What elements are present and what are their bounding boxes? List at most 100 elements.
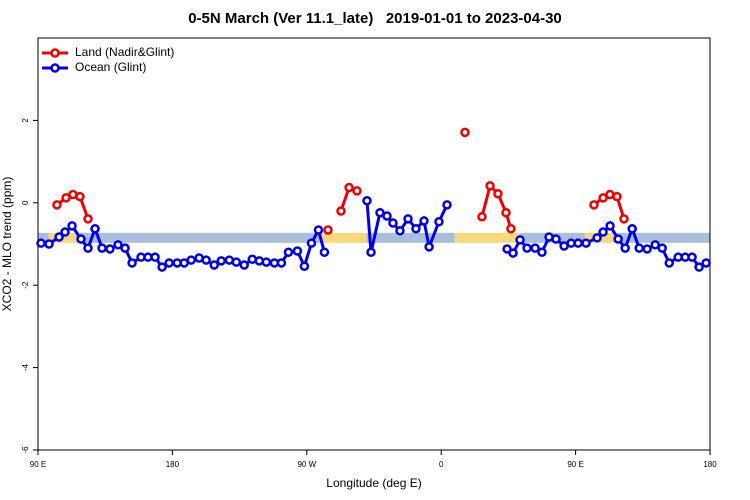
- data-point: [701, 258, 711, 268]
- data-point: [261, 257, 272, 267]
- data-point: [313, 225, 324, 235]
- y-tick-label: 2: [21, 118, 30, 123]
- data-point: [605, 221, 615, 231]
- data-point: [75, 191, 85, 202]
- data-point: [485, 181, 495, 191]
- data-point: [306, 238, 317, 248]
- data-point: [634, 243, 644, 253]
- land-ocean-band: [320, 232, 367, 243]
- x-tick-label: 90 E: [567, 460, 583, 469]
- data-point: [460, 127, 470, 138]
- data-point: [642, 244, 652, 254]
- data-point: [403, 214, 413, 224]
- data-point: [67, 221, 77, 231]
- data-point: [276, 258, 287, 268]
- data-point: [231, 257, 242, 267]
- x-tick-label: 90 W: [297, 460, 316, 469]
- data-point: [388, 218, 398, 228]
- y-tick-label: -4: [21, 363, 30, 371]
- x-tick-label: 180: [166, 460, 180, 469]
- data-point: [530, 243, 540, 253]
- data-point: [657, 243, 667, 253]
- y-tick-label: -2: [21, 281, 30, 289]
- land-ocean-band: [79, 232, 321, 243]
- data-point: [477, 212, 487, 222]
- y-axis-label: XCO2 - MLO trend (ppm): [0, 177, 14, 312]
- data-point: [336, 206, 346, 216]
- data-point: [120, 243, 130, 253]
- data-point: [619, 214, 629, 224]
- data-point: [83, 243, 93, 253]
- data-point: [105, 244, 115, 254]
- data-point: [694, 262, 704, 272]
- legend-marker: [50, 48, 60, 58]
- data-point: [283, 247, 294, 257]
- data-point: [44, 239, 54, 249]
- data-point: [522, 243, 532, 253]
- data-point: [508, 248, 518, 258]
- data-point: [127, 258, 137, 268]
- data-point: [186, 255, 196, 265]
- data-point: [506, 224, 516, 234]
- data-point: [581, 238, 591, 248]
- data-point: [164, 258, 174, 268]
- land-ocean-band: [454, 232, 521, 243]
- data-point: [366, 247, 376, 257]
- data-point: [502, 244, 512, 254]
- data-point: [515, 235, 525, 245]
- land-ocean-band: [48, 232, 80, 243]
- data-point: [598, 227, 608, 237]
- legend-label: Ocean (Glint): [75, 60, 146, 74]
- data-point: [201, 255, 211, 265]
- data-point: [493, 188, 503, 199]
- data-point: [54, 232, 64, 242]
- data-point: [76, 234, 86, 244]
- y-tick-label: 0: [21, 200, 30, 205]
- data-point: [90, 224, 100, 234]
- data-point: [592, 233, 602, 243]
- data-point: [60, 227, 70, 237]
- data-point: [419, 216, 429, 226]
- data-point: [239, 260, 249, 270]
- data-point: [573, 238, 583, 248]
- x-tick-label: 180: [703, 460, 717, 469]
- data-point: [442, 200, 452, 210]
- x-axis-label: Longitude (deg E): [326, 476, 421, 490]
- data-point: [664, 258, 674, 268]
- land-ocean-band: [38, 232, 49, 243]
- data-point: [434, 217, 444, 227]
- data-point: [97, 243, 107, 253]
- legend-marker: [50, 63, 60, 73]
- data-point: [537, 247, 547, 257]
- data-point: [157, 262, 167, 272]
- data-point: [395, 226, 405, 236]
- data-point: [612, 191, 622, 202]
- data-point: [344, 182, 354, 193]
- data-point: [411, 224, 421, 234]
- data-point: [382, 211, 392, 221]
- data-point: [113, 240, 123, 250]
- data-point: [299, 261, 310, 271]
- data-point: [292, 246, 303, 256]
- data-point: [362, 195, 372, 206]
- data-point: [650, 240, 660, 250]
- data-point: [352, 186, 362, 196]
- data-point: [216, 256, 226, 266]
- data-point: [627, 224, 637, 234]
- land-ocean-band: [614, 232, 710, 243]
- data-point: [83, 214, 93, 224]
- data-point: [36, 238, 46, 248]
- data-point: [613, 234, 623, 244]
- x-tick-label: 0: [439, 460, 444, 469]
- data-point: [551, 234, 561, 244]
- data-point: [620, 243, 630, 253]
- data-point: [323, 225, 333, 235]
- data-point: [52, 200, 62, 210]
- chart-title: 0-5N March (Ver 11.1_late) 2019-01-01 to…: [188, 10, 562, 27]
- land-ocean-band: [366, 232, 455, 243]
- x-tick-label: 90 E: [30, 460, 46, 469]
- data-point: [589, 200, 599, 210]
- data-point: [150, 252, 160, 262]
- data-point: [687, 252, 697, 262]
